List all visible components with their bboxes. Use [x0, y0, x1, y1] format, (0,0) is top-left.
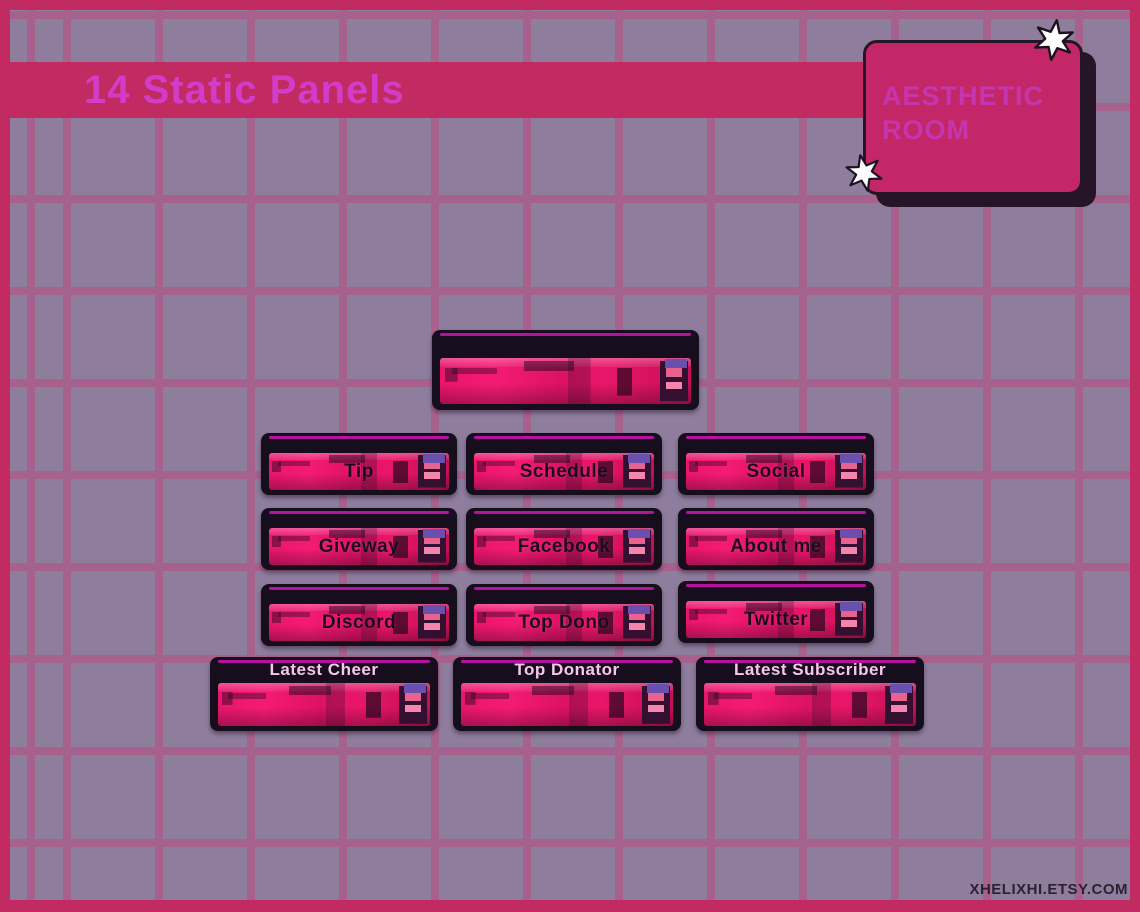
panel-room-art: Social	[686, 453, 866, 490]
panel-room-art: Twitter	[686, 601, 866, 638]
panel-social: Social	[678, 433, 874, 495]
panel-label: Top Dono	[518, 611, 610, 633]
brand-name-line1: AESTHETIC	[882, 81, 1045, 111]
panel-accent-line	[474, 511, 654, 514]
panel-room-art: Facebook	[474, 528, 654, 565]
panel-about-me: About me	[678, 508, 874, 570]
panel-accent-line	[218, 660, 430, 663]
panel-accent-line	[269, 587, 449, 590]
panel-latest-cheer: Latest Cheer	[210, 657, 438, 731]
panel-label: Twitter	[743, 608, 809, 630]
panel-giveway: Giveway	[261, 508, 457, 570]
panel-accent-line	[269, 436, 449, 439]
panel-label: Giveway	[318, 535, 400, 557]
panel-room-art: About me	[686, 528, 866, 565]
panel-featured	[432, 330, 699, 410]
brand-name: AESTHETIC ROOM	[866, 43, 1080, 147]
panel-label: Schedule	[519, 460, 609, 482]
panel-room-art	[218, 683, 430, 726]
panel-twitter: Twitter	[678, 581, 874, 643]
panel-accent-line	[686, 511, 866, 514]
panel-tip: Tip	[261, 433, 457, 495]
panel-label: Top Donator	[514, 660, 620, 679]
panel-top-dono: Top Dono	[466, 584, 662, 646]
panel-accent-line	[474, 436, 654, 439]
panel-accent-line	[686, 436, 866, 439]
star-icon	[1030, 16, 1077, 63]
panel-accent-line	[686, 584, 866, 587]
title-banner: 14 Static Panels	[0, 62, 874, 118]
panel-room-art: Schedule	[474, 453, 654, 490]
panel-room-art: Top Dono	[474, 604, 654, 641]
panel-label: Tip	[344, 460, 374, 482]
page-title: 14 Static Panels	[84, 67, 405, 112]
panel-discord: Discord	[261, 584, 457, 646]
panel-room-art	[704, 683, 916, 726]
shop-watermark: XHELIXHI.ETSY.COM	[969, 881, 1128, 898]
panel-accent-line	[440, 333, 691, 336]
panel-latest-subscriber: Latest Subscriber	[696, 657, 924, 731]
panel-room-art	[440, 358, 691, 404]
panel-accent-line	[474, 587, 654, 590]
panel-accent-line	[704, 660, 916, 663]
panel-top-donator: Top Donator	[453, 657, 681, 731]
brand-name-line2: ROOM	[882, 115, 970, 145]
panel-room-art	[461, 683, 673, 726]
panel-label: Social	[746, 460, 806, 482]
panel-room-art: Discord	[269, 604, 449, 641]
panel-label: About me	[730, 535, 822, 557]
panel-room-art: Tip	[269, 453, 449, 490]
panel-facebook: Facebook	[466, 508, 662, 570]
panel-room-art: Giveway	[269, 528, 449, 565]
star-icon	[841, 150, 886, 195]
panel-schedule: Schedule	[466, 433, 662, 495]
panel-accent-line	[269, 511, 449, 514]
panel-label: Discord	[321, 611, 397, 633]
brand-card: AESTHETIC ROOM	[863, 40, 1083, 195]
panel-label: Facebook	[517, 535, 611, 557]
panel-label: Latest Subscriber	[733, 660, 887, 679]
panel-accent-line	[461, 660, 673, 663]
panel-label: Latest Cheer	[269, 660, 379, 679]
